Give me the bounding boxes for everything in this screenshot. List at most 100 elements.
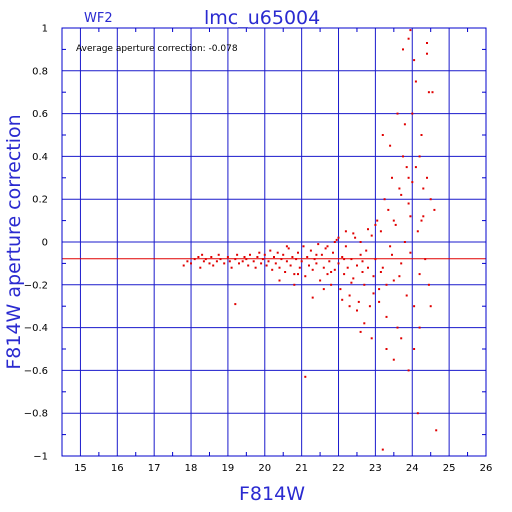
data-point (238, 262, 240, 265)
data-point (431, 91, 434, 94)
data-point (426, 42, 428, 44)
data-point (368, 305, 371, 308)
data-point (398, 275, 401, 278)
data-point (193, 258, 196, 261)
data-point (381, 134, 384, 136)
data-point (389, 144, 392, 147)
data-point (344, 230, 347, 233)
data-point (278, 279, 281, 282)
data-point (201, 253, 204, 256)
data-point (352, 277, 355, 280)
data-point (370, 337, 373, 340)
data-point (335, 238, 338, 241)
data-point (359, 330, 362, 333)
data-point (343, 258, 346, 261)
data-point (359, 241, 362, 243)
y-tick-label: −0.6 (24, 366, 48, 377)
data-point (409, 29, 412, 32)
y-tick-label: 0.2 (32, 195, 48, 206)
data-point (418, 155, 421, 158)
data-point (254, 266, 257, 269)
data-point (265, 264, 268, 267)
data-point (217, 253, 220, 256)
data-point (341, 256, 344, 258)
data-point (352, 232, 355, 235)
data-point (204, 258, 207, 261)
data-point (326, 245, 329, 248)
data-point (263, 253, 266, 256)
data-point (247, 264, 250, 267)
data-point (405, 166, 408, 169)
panel-label: WF2 (84, 11, 113, 26)
x-tick-label-15: 15 (74, 463, 87, 474)
data-point (308, 264, 310, 267)
data-point (293, 283, 296, 286)
data-point (304, 275, 307, 278)
data-point (258, 251, 261, 254)
data-point (219, 258, 222, 261)
data-point (285, 245, 288, 248)
data-point (361, 260, 364, 263)
y-axis-title: F814W aperture correction (3, 114, 25, 369)
data-point (208, 262, 211, 265)
data-point (346, 266, 349, 269)
data-point (413, 59, 416, 62)
data-point (337, 262, 340, 265)
data-point (197, 256, 200, 258)
data-point (422, 215, 425, 218)
data-point (274, 262, 277, 265)
data-point (223, 262, 226, 265)
data-point (416, 412, 419, 415)
data-point (374, 223, 377, 226)
data-point (383, 198, 386, 201)
data-point (407, 369, 410, 372)
data-point (297, 251, 299, 254)
x-tick-label-22: 22 (332, 463, 345, 474)
data-point (376, 219, 379, 222)
data-point (298, 266, 301, 269)
data-point (424, 258, 427, 261)
data-point (365, 249, 368, 252)
data-point (429, 305, 432, 308)
x-tick-label-17: 17 (148, 463, 161, 474)
y-tick-label: 0.4 (32, 152, 48, 163)
x-tick-label-25: 25 (443, 463, 456, 474)
data-point (199, 266, 202, 269)
data-point (273, 256, 275, 258)
data-point (315, 253, 318, 256)
data-point (304, 375, 307, 378)
data-point (422, 187, 425, 190)
data-point (405, 294, 408, 297)
data-point (407, 37, 410, 40)
data-point (411, 181, 414, 184)
data-point (245, 258, 248, 261)
data-point (372, 292, 375, 295)
data-point (339, 288, 342, 291)
data-point (300, 260, 303, 263)
data-point (350, 281, 353, 284)
x-tick-label-21: 21 (295, 463, 308, 474)
data-point (289, 264, 292, 267)
data-point (291, 256, 294, 258)
data-point (409, 251, 412, 254)
data-point (402, 155, 404, 158)
data-point (287, 247, 290, 250)
data-point (252, 260, 255, 263)
data-point (228, 260, 231, 263)
data-point (392, 219, 395, 222)
x-tick-label-20: 20 (258, 463, 271, 474)
x-tick-label-19: 19 (222, 463, 235, 474)
data-point (379, 230, 382, 233)
x-tick-label-26: 26 (480, 463, 493, 474)
data-point (243, 256, 246, 258)
data-point (426, 52, 428, 55)
y-tick-label: 0 (42, 238, 48, 249)
data-point (400, 337, 403, 340)
data-point (348, 305, 351, 308)
data-point (276, 251, 279, 254)
data-point (420, 219, 423, 222)
data-point (356, 309, 358, 312)
data-points (182, 29, 438, 451)
y-tick-label: −0.2 (24, 280, 48, 291)
